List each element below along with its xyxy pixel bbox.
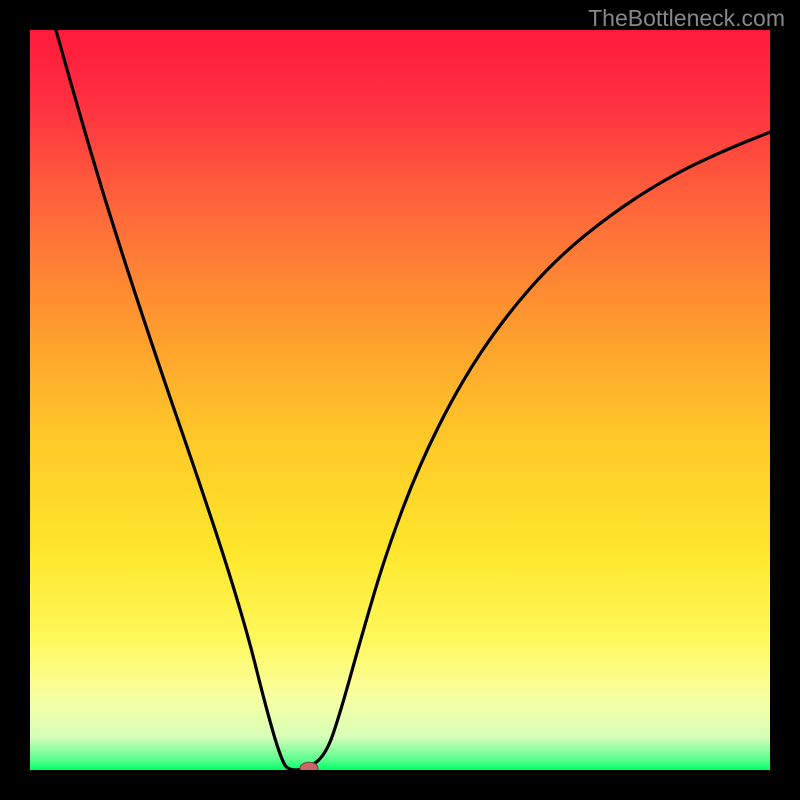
optimum-marker bbox=[300, 762, 318, 770]
curve-layer bbox=[30, 30, 770, 770]
bottleneck-curve bbox=[56, 30, 770, 770]
watermark-text: TheBottleneck.com bbox=[588, 5, 785, 32]
plot-area bbox=[30, 30, 770, 770]
